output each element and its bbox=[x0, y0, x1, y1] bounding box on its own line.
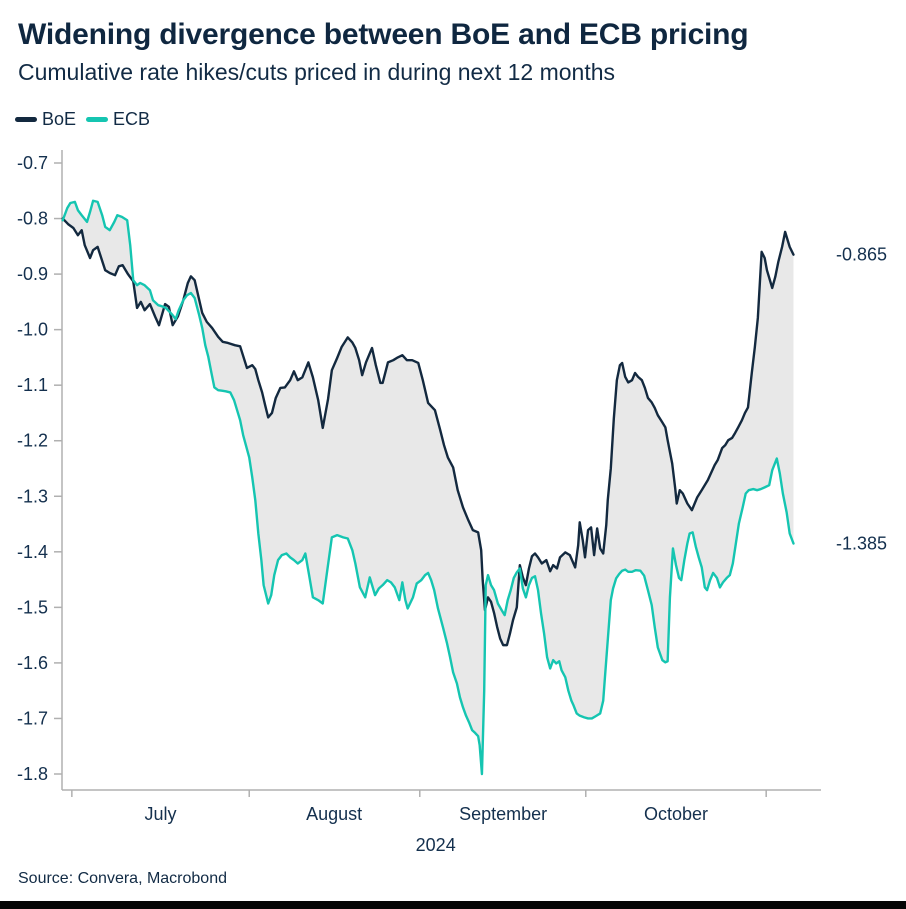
month-label: October bbox=[644, 804, 708, 824]
month-label: August bbox=[306, 804, 362, 824]
y-tick-label: -0.9 bbox=[17, 264, 48, 284]
y-tick-label: -1.5 bbox=[17, 597, 48, 617]
boe-end-label: -0.865 bbox=[836, 245, 887, 265]
legend-item-ecb: ECB bbox=[86, 109, 150, 130]
ecb-line bbox=[61, 199, 795, 776]
y-tick-label: -1.3 bbox=[17, 486, 48, 506]
legend-item-boe: BoE bbox=[15, 109, 76, 130]
month-label: July bbox=[145, 804, 177, 824]
footer-bar bbox=[0, 901, 906, 909]
boe-legend-swatch bbox=[15, 117, 37, 122]
year-label: 2024 bbox=[416, 835, 456, 855]
divergence-band bbox=[62, 200, 794, 775]
y-tick-label: -1.7 bbox=[17, 708, 48, 728]
y-tick-label: -1.0 bbox=[17, 320, 48, 340]
boe-legend-label: BoE bbox=[42, 109, 77, 129]
legend: BoE ECB bbox=[15, 109, 160, 130]
chart-subtitle: Cumulative rate hikes/cuts priced in dur… bbox=[18, 59, 616, 85]
ecb-legend-swatch bbox=[86, 117, 109, 122]
y-tick-label: -1.6 bbox=[17, 653, 48, 673]
ecb-legend-label: ECB bbox=[113, 109, 151, 129]
y-tick-label: -0.8 bbox=[17, 209, 48, 229]
y-tick-label: -1.2 bbox=[17, 431, 48, 451]
chart-title: Widening divergence between BoE and ECB … bbox=[18, 18, 749, 51]
ecb-end-label: -1.385 bbox=[836, 533, 887, 553]
month-label: September bbox=[459, 804, 547, 824]
source-note: Source: Convera, Macrobond bbox=[18, 870, 227, 887]
y-tick-label: -1.8 bbox=[17, 764, 48, 784]
y-tick-label: -1.1 bbox=[17, 375, 48, 395]
y-tick-label: -1.4 bbox=[17, 542, 48, 562]
y-tick-label: -0.7 bbox=[17, 153, 48, 173]
